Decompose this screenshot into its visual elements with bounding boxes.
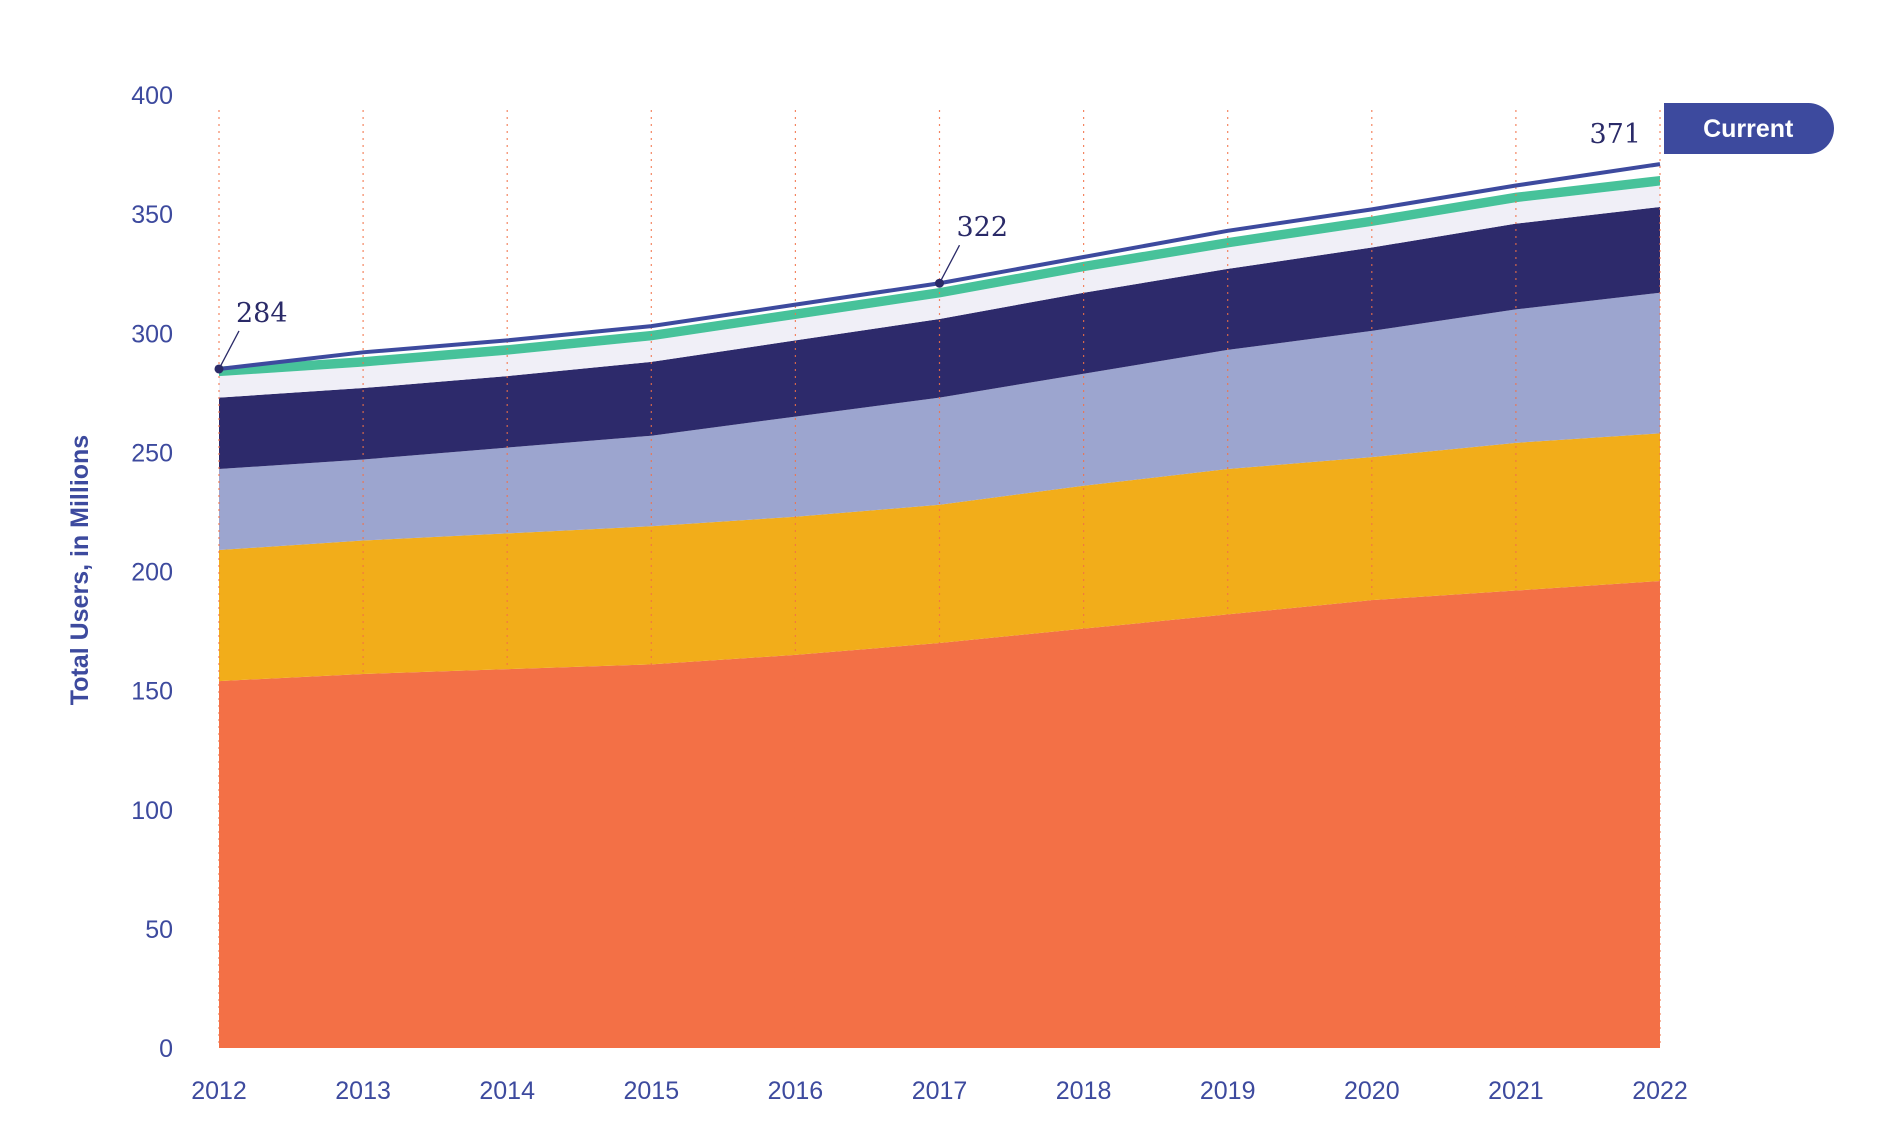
y-axis-ticks: 0 50 100 150 200 250 300 350 400: [131, 82, 173, 1063]
y-tick-label-350: 350: [131, 201, 173, 229]
y-tick-label-150: 150: [131, 678, 173, 706]
x-tick-label-2018: 2018: [1056, 1077, 1112, 1105]
y-tick-label-300: 300: [131, 320, 173, 348]
current-badge-shape: [1664, 103, 1834, 154]
annotations-group: 284 322 371: [214, 119, 1641, 374]
callout-label-2022: 371: [1589, 119, 1641, 150]
x-tick-label-2019: 2019: [1200, 1077, 1256, 1105]
area-series-6: [219, 176, 1660, 377]
x-tick-label-2015: 2015: [623, 1077, 679, 1105]
x-tick-label-2012: 2012: [191, 1077, 247, 1105]
y-tick-label-0: 0: [159, 1035, 173, 1063]
y-axis-title: Total Users, in Millions: [66, 435, 94, 705]
x-tick-label-2021: 2021: [1488, 1077, 1544, 1105]
callout-label-2012: 284: [236, 298, 288, 329]
area-series-2: [219, 433, 1660, 682]
current-badge-label: Current: [1703, 115, 1794, 143]
gridlines-group: [218, 110, 1661, 1048]
y-tick-label-50: 50: [145, 916, 173, 944]
x-tick-label-2022: 2022: [1632, 1077, 1688, 1105]
y-tick-label-250: 250: [131, 439, 173, 467]
x-tick-label-2017: 2017: [912, 1077, 968, 1105]
y-tick-label-200: 200: [131, 559, 173, 587]
current-badge: Current: [1664, 103, 1834, 154]
area-series-3: [219, 292, 1660, 551]
area-series-5: [219, 185, 1660, 398]
callout-leader-2017: [938, 244, 961, 284]
area-series-group: [219, 176, 1660, 1048]
area-series-1: [219, 581, 1660, 1048]
callout-label-2017: 322: [957, 212, 1009, 243]
y-tick-label-100: 100: [131, 797, 173, 825]
callout-leader-2012: [218, 330, 240, 370]
x-tick-label-2020: 2020: [1344, 1077, 1400, 1105]
y-tick-label-400: 400: [131, 82, 173, 110]
x-tick-label-2014: 2014: [479, 1077, 535, 1105]
x-tick-label-2016: 2016: [768, 1077, 824, 1105]
area-series-4: [219, 206, 1660, 470]
x-tick-label-2013: 2013: [335, 1077, 391, 1105]
x-axis-ticks: 2012 2013 2014 2015 2016 2017 2018 2019 2020 2021…: [191, 1077, 1688, 1105]
